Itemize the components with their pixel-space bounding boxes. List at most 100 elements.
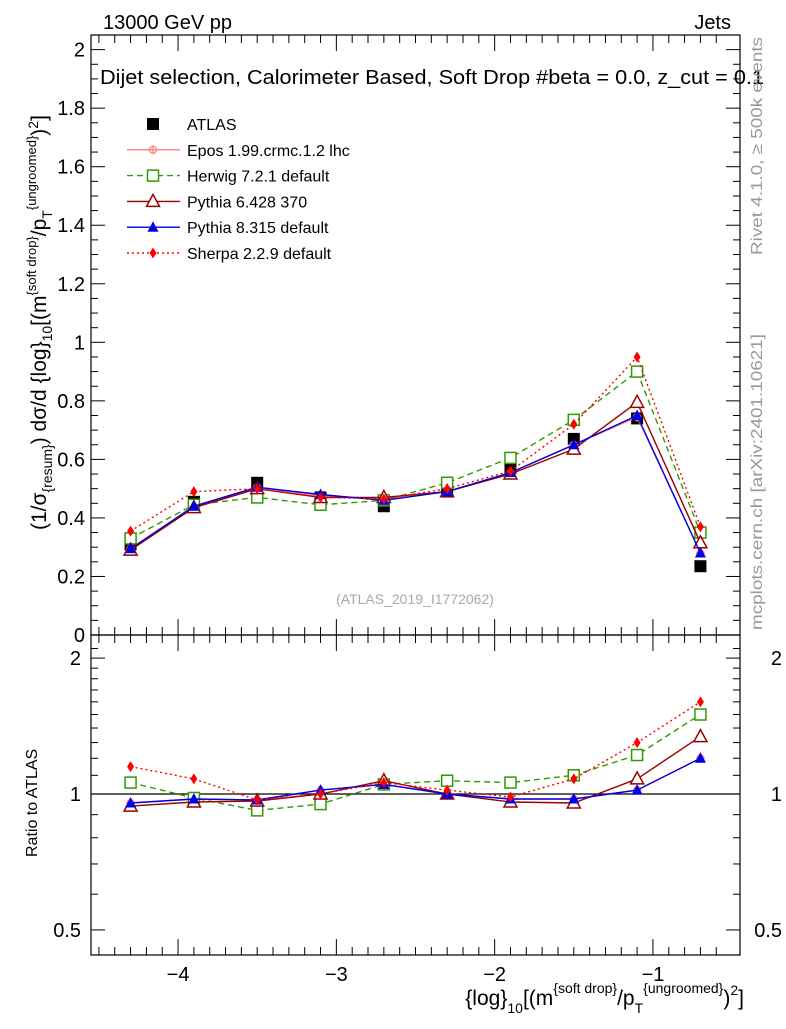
- main-y-tick-label: 0.6: [57, 449, 85, 471]
- data-point: [506, 791, 514, 803]
- data-point: [317, 788, 325, 800]
- x-axis-label: {log}10[(m{soft drop}/pT{ungroomed})2]: [465, 980, 744, 1016]
- data-point: [125, 797, 137, 808]
- series-pythia-8-315-default: [125, 752, 706, 808]
- ratio-y-axis-label: Ratio to ATLAS: [24, 749, 41, 857]
- data-point: [694, 560, 707, 573]
- analysis-watermark: (ATLAS_2019_I1772062): [336, 591, 494, 607]
- series-pythia-8-315-default: [125, 409, 706, 558]
- legend-marker: [145, 192, 161, 208]
- legend: ATLAS Epos 1.99.crmc.1.2 lhc Herwig 7.2.1 …: [127, 117, 350, 263]
- series-line-sherpa-2-2-9-default: [130, 701, 701, 801]
- data-point: [694, 752, 706, 763]
- ratio-y-tick-label-left: 2: [70, 648, 81, 670]
- legend-marker: [147, 118, 159, 130]
- series-line-pythia-8-315-default: [130, 757, 701, 804]
- main-y-tick-label: 0.8: [57, 391, 85, 413]
- data-point: [504, 451, 517, 465]
- main-y-axis: 0 0.2 0.4 0.6 0.8 1 1.2 1.4 1.6 1.8 2: [57, 40, 740, 647]
- legend-item-sherpa-2-2-9-default: Sherpa 2.2.9 default: [127, 246, 332, 263]
- ratio-series-group: [122, 696, 709, 817]
- main-y-tick-label: 1.4: [57, 215, 85, 237]
- data-point: [380, 493, 388, 505]
- series-epos-1-99-crmc-1-2-lhc: [126, 412, 705, 558]
- data-point: [630, 748, 644, 762]
- data-point: [570, 773, 578, 785]
- x-tick-label: −4: [167, 964, 190, 986]
- main-y-tick-label: 0.2: [57, 566, 85, 588]
- data-point: [696, 696, 704, 708]
- x-tick-label: −1: [642, 964, 665, 986]
- data-point: [630, 365, 644, 378]
- main-y-tick-label: 1.2: [57, 274, 85, 296]
- data-point: [506, 465, 514, 477]
- header-jets-label: Jets: [694, 12, 731, 34]
- header-energy-label: 13000 GeV pp: [103, 12, 232, 34]
- legend-item-atlas: ATLAS: [147, 117, 237, 134]
- legend-label: Sherpa 2.2.9 default: [187, 246, 332, 263]
- ratio-y-tick-label-left: 1: [70, 784, 81, 806]
- data-point: [570, 418, 578, 430]
- data-point: [314, 797, 327, 811]
- x-tick-label: −3: [325, 964, 348, 986]
- data-point: [253, 794, 261, 806]
- legend-item-pythia-8-315-default: Pythia 8.315 default: [127, 220, 329, 237]
- x-axis: −4 −3 −2 −1: [98, 35, 717, 986]
- main-y-tick-label: 1.6: [57, 157, 85, 179]
- legend-label: Pythia 8.315 default: [187, 220, 329, 237]
- data-point: [568, 438, 580, 450]
- ratio-y-axis: 0.5 0.5 1 1 2 2: [53, 648, 782, 942]
- main-y-tick-label: 0: [74, 625, 85, 647]
- series-line-pythia-6-428-370: [130, 401, 702, 551]
- data-point: [631, 409, 643, 420]
- data-point: [694, 547, 706, 558]
- ratio-y-tick-label-right: 1: [771, 784, 782, 806]
- legend-label: Herwig 7.2.1 default: [187, 169, 330, 186]
- legend-item-epos-1-99-crmc-1-2-lhc: Epos 1.99.crmc.1.2 lhc: [127, 143, 350, 160]
- main-y-tick-label: 2: [74, 40, 85, 62]
- data-point: [127, 761, 135, 773]
- x-tick-label: −2: [483, 964, 506, 986]
- main-y-tick-label: 0.4: [57, 508, 85, 530]
- data-point: [443, 483, 451, 495]
- series-line-pythia-8-315-default: [130, 414, 702, 554]
- plot-title: Dijet selection, Calorimeter Based, Soft…: [100, 67, 764, 89]
- ratio-y-tick-label-right: 0.5: [754, 920, 782, 942]
- series-sherpa-2-2-9-default: [127, 696, 704, 806]
- main-y-tick-label: 1: [74, 332, 85, 354]
- mcplots-label: mcplots.cern.ch [arXiv:2401.10621]: [749, 334, 766, 630]
- data-point: [125, 542, 137, 554]
- series-herwig-7-2-1-default: [124, 365, 707, 545]
- rivet-label: Rivet 4.1.0, ≥ 500k events: [749, 37, 766, 255]
- series-line-sherpa-2-2-9-default: [130, 355, 702, 532]
- data-point: [380, 777, 388, 789]
- series-line-pythia-6-428-370: [130, 736, 701, 807]
- data-point: [443, 784, 451, 796]
- data-point: [504, 776, 517, 789]
- main-y-axis-label: (1/σ{resum}) dσ/d {log}10[(m{soft drop}/…: [24, 115, 55, 530]
- data-point: [692, 728, 709, 743]
- legend-label: Pythia 6.428 370: [187, 194, 307, 211]
- data-point: [568, 792, 580, 804]
- main-series-group: [122, 351, 709, 573]
- data-point: [629, 393, 645, 409]
- data-point: [629, 770, 645, 785]
- data-point: [190, 486, 198, 498]
- data-point: [694, 708, 707, 721]
- data-point: [253, 483, 261, 495]
- legend-label: ATLAS: [187, 117, 237, 134]
- series-line-epos-1-99-crmc-1-2-lhc: [130, 757, 701, 804]
- data-point: [188, 500, 200, 511]
- series-line-herwig-7-2-1-default: [130, 713, 701, 812]
- data-point: [633, 737, 641, 749]
- series-line-epos-1-99-crmc-1-2-lhc: [130, 416, 702, 554]
- data-point: [317, 491, 325, 503]
- ratio-y-tick-label-right: 2: [771, 648, 782, 670]
- legend-marker: [149, 247, 157, 259]
- series-sherpa-2-2-9-default: [127, 351, 704, 537]
- data-point: [633, 351, 641, 363]
- legend-item-pythia-6-428-370: Pythia 6.428 370: [127, 192, 307, 211]
- legend-marker: [146, 169, 160, 182]
- legend-marker: [147, 221, 159, 232]
